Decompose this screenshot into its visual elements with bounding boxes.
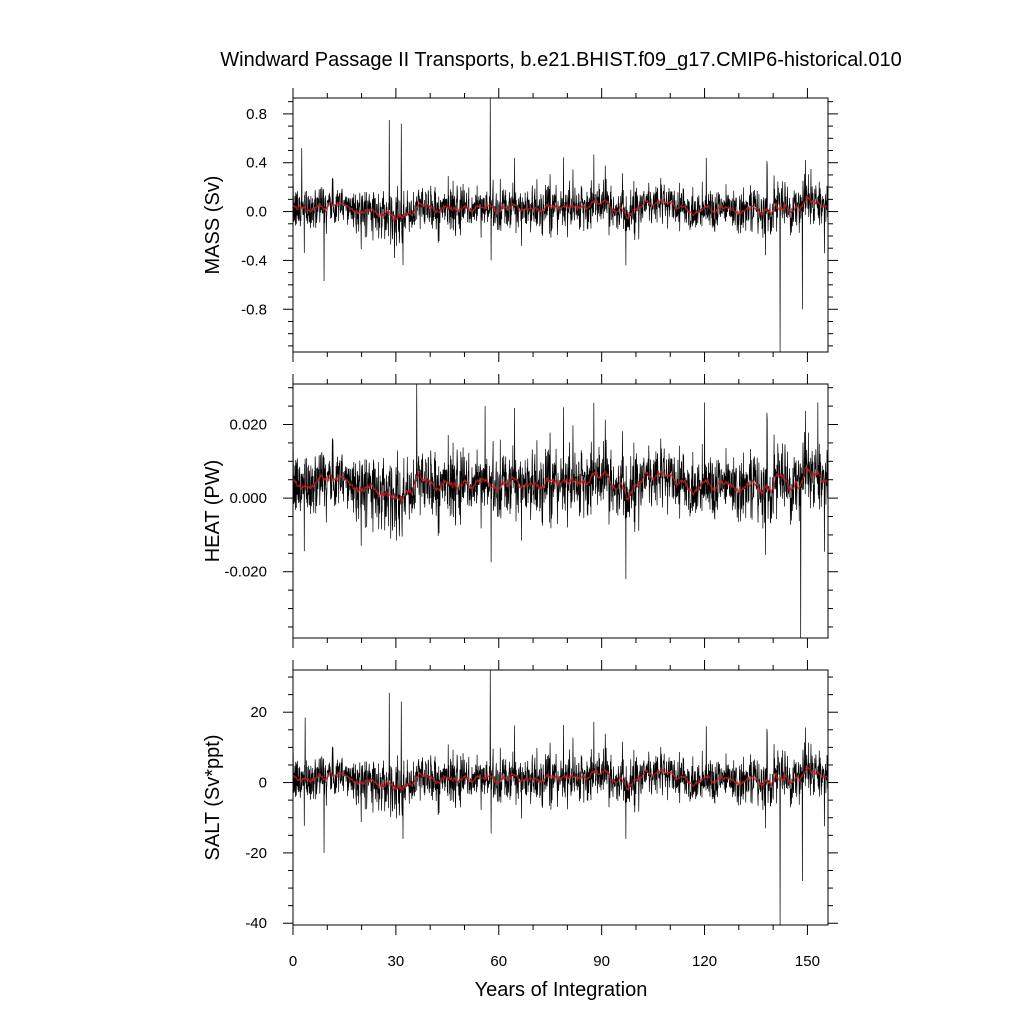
chart-title: Windward Passage II Transports, b.e21.BH… <box>220 49 901 71</box>
y-tick-label: -0.020 <box>224 564 267 581</box>
panel-mass: 0.8 0.4 0.0 -0.4 -0.8 MASS (Sv) <box>202 88 838 362</box>
y-tick-label: 0.0 <box>246 204 267 221</box>
mass-plot-frame <box>292 97 829 353</box>
y-tick-label: 0.000 <box>229 490 267 507</box>
mass-y-axis-label: MASS (Sv) <box>202 176 224 275</box>
salt-plot-frame <box>292 669 829 926</box>
x-tick-label: 60 <box>490 953 507 970</box>
heat-y-axis-label: HEAT (PW) <box>202 460 224 563</box>
panel-salt: 20 0 -20 -40 SALT (Sv*ppt) 0 30 60 90 120 150 <box>202 660 838 970</box>
y-tick-label: 0.8 <box>246 106 267 123</box>
x-tick-label: 120 <box>692 953 717 970</box>
y-tick-label: 20 <box>250 704 267 721</box>
x-tick-label: 150 <box>795 953 820 970</box>
heat-plot-frame <box>292 383 829 639</box>
x-tick-label: 90 <box>593 953 610 970</box>
salt-smoothed-line <box>293 765 828 792</box>
x-axis-label: Years of Integration <box>475 979 648 1001</box>
salt-series-line <box>293 670 828 925</box>
y-tick-label: 0.020 <box>229 416 267 433</box>
mass-series-line <box>293 98 828 352</box>
y-tick-label: -20 <box>245 845 267 862</box>
heat-smoothed-line <box>293 466 828 505</box>
x-tick-label: 30 <box>388 953 405 970</box>
mass-smoothed-line <box>293 195 828 222</box>
y-tick-label: -0.4 <box>241 252 267 269</box>
x-tick-label: 0 <box>289 953 297 970</box>
y-tick-label: 0.4 <box>246 155 267 172</box>
y-tick-label: -0.8 <box>241 301 267 318</box>
y-tick-label: 0 <box>259 775 267 792</box>
heat-series-line <box>293 384 828 638</box>
salt-y-axis-label: SALT (Sv*ppt) <box>202 735 224 861</box>
y-tick-label: -40 <box>245 915 267 932</box>
panels: 0.8 0.4 0.0 -0.4 -0.8 MASS (Sv) 0.020 0.000 -0.0… <box>202 88 838 970</box>
